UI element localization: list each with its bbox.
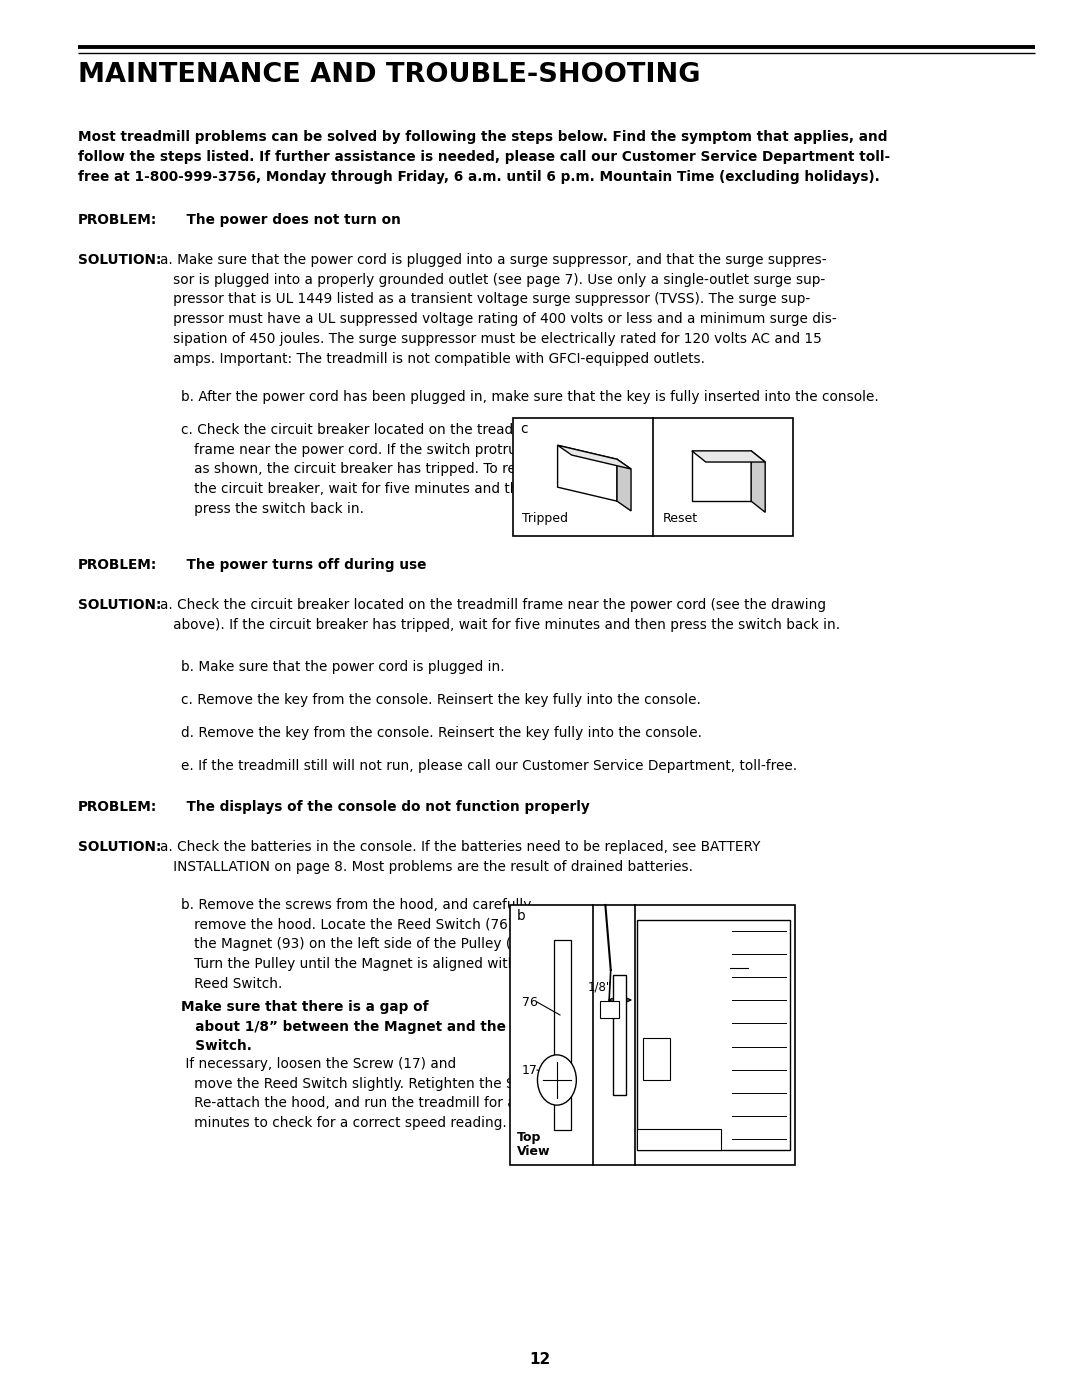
- Text: b: b: [516, 909, 525, 923]
- Text: MAINTENANCE AND TROUBLE-SHOOTING: MAINTENANCE AND TROUBLE-SHOOTING: [78, 61, 700, 88]
- Text: b. After the power cord has been plugged in, make sure that the key is fully ins: b. After the power cord has been plugged…: [181, 390, 879, 404]
- Bar: [554, 940, 571, 1130]
- Text: 93: 93: [669, 1003, 684, 1017]
- Bar: [513, 418, 793, 536]
- Text: SOLUTION:: SOLUTION:: [78, 253, 161, 267]
- Polygon shape: [752, 451, 766, 513]
- Text: The power turns off during use: The power turns off during use: [177, 557, 427, 571]
- Bar: [637, 921, 789, 1150]
- Text: Top
View: Top View: [516, 1132, 550, 1158]
- Text: d. Remove the key from the console. Reinsert the key fully into the console.: d. Remove the key from the console. Rein…: [181, 726, 702, 740]
- Polygon shape: [617, 460, 631, 511]
- Text: Make sure that there is a gap of
   about 1/8” between the Magnet and the Reed
 : Make sure that there is a gap of about 1…: [181, 1000, 550, 1053]
- Polygon shape: [692, 451, 766, 462]
- Text: b. Make sure that the power cord is plugged in.: b. Make sure that the power cord is plug…: [181, 659, 505, 673]
- Text: PROBLEM:: PROBLEM:: [78, 212, 157, 226]
- Bar: [613, 975, 626, 1095]
- Text: SOLUTION:: SOLUTION:: [78, 598, 161, 612]
- Text: The power does not turn on: The power does not turn on: [177, 212, 401, 226]
- Bar: [510, 905, 795, 1165]
- Polygon shape: [557, 446, 617, 502]
- Text: Tripped: Tripped: [522, 511, 568, 525]
- Text: a. Check the batteries in the console. If the batteries need to be replaced, see: a. Check the batteries in the console. I…: [160, 840, 760, 873]
- Text: c: c: [521, 422, 528, 436]
- Text: PROBLEM:: PROBLEM:: [78, 557, 157, 571]
- Text: b. Remove the screws from the hood, and carefully
   remove the hood. Locate the: b. Remove the screws from the hood, and …: [181, 898, 543, 990]
- Text: 12: 12: [529, 1352, 551, 1368]
- Polygon shape: [692, 451, 752, 502]
- Text: SOLUTION:: SOLUTION:: [78, 840, 161, 854]
- Text: a. Check the circuit breaker located on the treadmill frame near the power cord : a. Check the circuit breaker located on …: [160, 598, 840, 631]
- Bar: [637, 1129, 721, 1150]
- Text: c. Check the circuit breaker located on the treadmill
   frame near the power co: c. Check the circuit breaker located on …: [181, 423, 541, 515]
- Text: 17: 17: [522, 1063, 538, 1077]
- Text: c. Remove the key from the console. Reinsert the key fully into the console.: c. Remove the key from the console. Rein…: [181, 693, 701, 707]
- Text: e. If the treadmill still will not run, please call our Customer Service Departm: e. If the treadmill still will not run, …: [181, 759, 797, 773]
- Polygon shape: [557, 446, 631, 469]
- Bar: [643, 1038, 670, 1080]
- Text: 1/8": 1/8": [588, 981, 612, 993]
- Text: The displays of the console do not function properly: The displays of the console do not funct…: [177, 800, 590, 814]
- Text: Reset: Reset: [663, 511, 698, 525]
- Text: 76: 76: [522, 996, 538, 1009]
- Bar: [600, 1002, 620, 1018]
- Circle shape: [538, 1055, 577, 1105]
- Text: Most treadmill problems can be solved by following the steps below. Find the sym: Most treadmill problems can be solved by…: [78, 130, 890, 184]
- Text: PROBLEM:: PROBLEM:: [78, 800, 157, 814]
- Text: 77: 77: [750, 961, 766, 975]
- Text: a. Make sure that the power cord is plugged into a surge suppressor, and that th: a. Make sure that the power cord is plug…: [160, 253, 837, 366]
- Text: If necessary, loosen the Screw (17) and
   move the Reed Switch slightly. Retigh: If necessary, loosen the Screw (17) and …: [181, 1058, 551, 1130]
